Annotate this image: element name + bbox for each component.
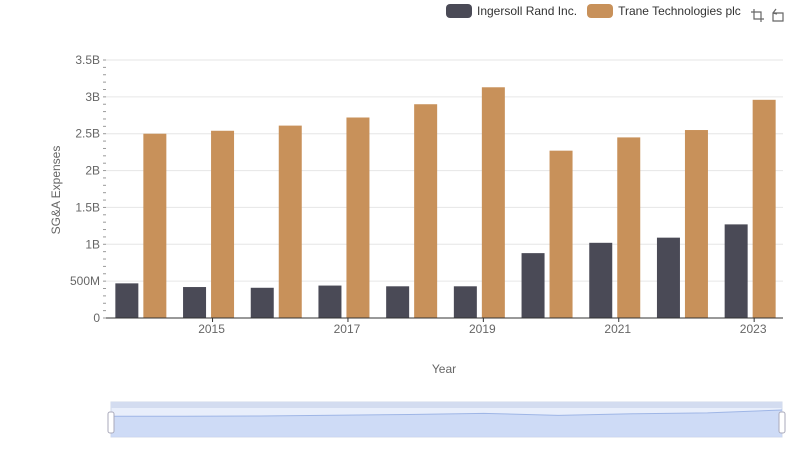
bar-ingersoll-rand <box>386 286 410 318</box>
y-tick-label: 0 <box>93 311 100 325</box>
y-minor-ticks <box>103 59 106 319</box>
grid-lines <box>106 59 783 282</box>
y-axis-title: SG&A Expenses <box>49 145 63 235</box>
bar-trane <box>211 130 235 318</box>
bar-ingersoll-rand <box>183 287 207 318</box>
zoom-area <box>111 410 782 437</box>
bar-ingersoll-rand <box>115 283 139 318</box>
y-tick-label: 2.5B <box>75 127 100 141</box>
bar-trane <box>143 133 167 318</box>
bar-trane <box>414 104 438 318</box>
zoom-line <box>110 409 783 417</box>
bar-ingersoll-rand <box>318 285 342 318</box>
bar-ingersoll-rand <box>656 237 680 318</box>
data-zoom-slider[interactable] <box>107 401 786 438</box>
zoom-handle-right[interactable] <box>778 411 786 434</box>
y-tick-label: 500M <box>70 274 100 288</box>
bar-trane <box>481 87 505 318</box>
x-tick-label: 2017 <box>334 322 361 336</box>
legend-item-trane[interactable]: Trane Technologies plc <box>587 4 741 18</box>
x-tick-label: 2019 <box>469 322 496 336</box>
bar-trane <box>549 150 573 318</box>
y-tick-label: 3B <box>85 90 100 104</box>
bar-ingersoll-rand <box>589 242 613 318</box>
toolbox <box>746 7 786 23</box>
y-tick-label: 2B <box>85 164 100 178</box>
y-tick-label: 1B <box>85 237 100 251</box>
axes: 0 500M 1B 1.5B 2B 2.5B 3B 3.5B 2015 2017 2019 2021 2… <box>70 53 783 336</box>
bar-trane <box>346 117 370 318</box>
y-tick-label: 1.5B <box>75 200 100 214</box>
bars-group <box>115 87 776 318</box>
zoom-icon[interactable] <box>750 7 766 23</box>
zoom-handle-left[interactable] <box>107 411 115 434</box>
bar-ingersoll-rand <box>724 224 748 318</box>
bar-ingersoll-rand <box>521 253 545 318</box>
legend-label: Trane Technologies plc <box>618 4 741 18</box>
bar-trane <box>684 130 708 318</box>
restore-icon[interactable] <box>770 7 786 23</box>
x-tick-label: 2015 <box>198 322 225 336</box>
legend: Ingersoll Rand Inc. Trane Technologies p… <box>446 4 751 18</box>
x-tick-label: 2023 <box>740 322 767 336</box>
x-tick-label: 2021 <box>604 322 631 336</box>
zoom-top-bar <box>111 402 782 408</box>
bar-ingersoll-rand <box>250 287 274 318</box>
legend-label: Ingersoll Rand Inc. <box>477 4 578 18</box>
y-tick-label: 3.5B <box>75 53 100 67</box>
bar-trane <box>617 137 641 318</box>
legend-swatch <box>587 4 614 18</box>
bar-trane <box>278 125 302 318</box>
bar-ingersoll-rand <box>453 286 477 318</box>
x-axis-title: Year <box>431 362 457 376</box>
bar-trane <box>752 99 776 318</box>
legend-swatch <box>446 4 472 18</box>
legend-item-ingersoll[interactable]: Ingersoll Rand Inc. <box>446 4 577 18</box>
